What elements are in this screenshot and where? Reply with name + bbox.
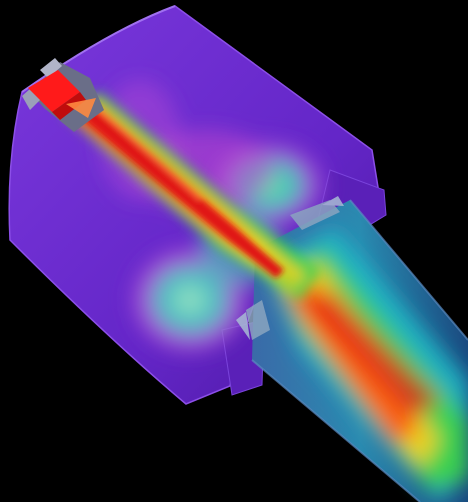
duct-flow-field [268, 228, 468, 502]
housing-rim [21, 5, 176, 93]
branch-vanes [236, 196, 344, 340]
outlet-duct-edge [251, 199, 468, 502]
inlet-nozzle [22, 58, 104, 132]
